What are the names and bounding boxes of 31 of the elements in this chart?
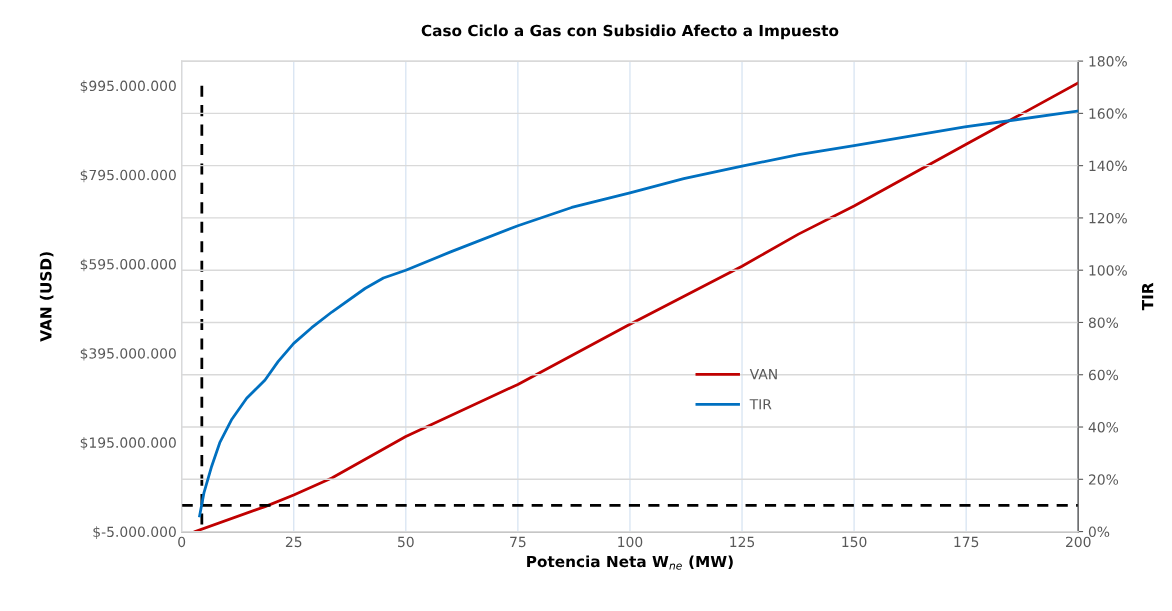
y2-tick-label: 160% bbox=[1089, 108, 1127, 119]
y-tick-label: $595.000.000 bbox=[80, 258, 176, 272]
y-tick-label: $795.000.000 bbox=[80, 169, 176, 183]
x-tick-label: 25 bbox=[285, 536, 302, 548]
x-tick-label: 0 bbox=[178, 536, 186, 548]
chart-title: Caso Ciclo a Gas con Subsidio Afecto a Impuesto bbox=[421, 24, 839, 40]
x-tick-label: 50 bbox=[398, 536, 414, 548]
y-tick-label: $995.000.000 bbox=[80, 80, 176, 93]
y-tick-label: $195.000.000 bbox=[80, 437, 176, 450]
y-axis-title: VAN (USD) bbox=[39, 252, 54, 342]
y2-tick-label: 0% bbox=[1088, 526, 1110, 538]
x-axis-title: Potencia Neta W$_{ne}$ (MW) bbox=[527, 555, 733, 570]
y-tick-label: $395.000.000 bbox=[80, 347, 176, 361]
x-tick-label: 100 bbox=[618, 536, 643, 548]
y2-tick-label: 180% bbox=[1089, 56, 1127, 67]
y2-tick-label: 20% bbox=[1088, 474, 1119, 485]
x-tick-label: 150 bbox=[842, 536, 867, 548]
y2-tick-label: 80% bbox=[1088, 317, 1119, 328]
x-tick-label: 200 bbox=[1066, 536, 1091, 548]
x-tick-label: 75 bbox=[510, 536, 526, 548]
y2-axis-title: TIR bbox=[1142, 282, 1154, 311]
y-tick-label: $-5.000.000 bbox=[93, 526, 176, 539]
y2-tick-label: 140% bbox=[1089, 160, 1127, 172]
x-tick-label: 175 bbox=[954, 536, 979, 548]
y2-tick-label: 60% bbox=[1088, 369, 1119, 381]
y2-tick-label: 100% bbox=[1089, 265, 1127, 276]
legend-label: TIR bbox=[749, 399, 772, 410]
x-tick-label: 125 bbox=[730, 536, 755, 548]
y2-tick-label: 120% bbox=[1089, 212, 1127, 224]
y2-tick-label: 40% bbox=[1088, 421, 1119, 433]
legend-label: VAN bbox=[749, 369, 777, 380]
